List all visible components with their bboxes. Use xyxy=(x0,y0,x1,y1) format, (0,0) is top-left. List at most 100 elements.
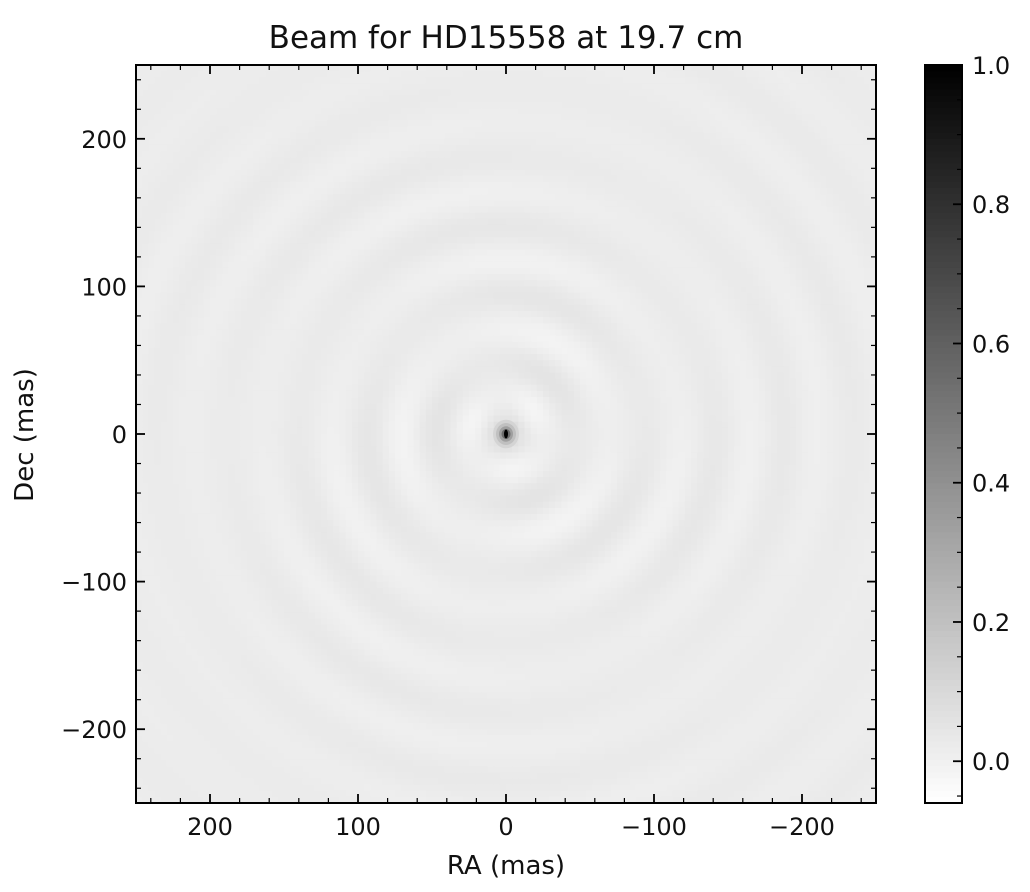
heatmap-cell xyxy=(598,218,606,226)
heatmap-cell xyxy=(370,126,378,134)
heatmap-cell xyxy=(154,286,162,294)
heatmap-cell xyxy=(678,280,686,287)
heatmap-cell xyxy=(765,138,772,146)
heatmap-cell xyxy=(617,249,624,257)
heatmap-cell xyxy=(746,280,754,287)
heatmap-cell xyxy=(684,114,692,121)
heatmap-cell xyxy=(358,132,365,140)
heatmap-cell xyxy=(617,224,624,232)
heatmap-cell xyxy=(721,261,729,269)
heatmap-cell xyxy=(493,267,501,275)
heatmap-cell xyxy=(832,274,840,281)
heatmap-cell xyxy=(179,231,186,238)
heatmap-cell xyxy=(210,200,217,208)
heatmap-cell xyxy=(845,77,852,85)
heatmap-cell xyxy=(857,138,865,146)
heatmap-cell xyxy=(672,132,680,140)
heatmap-cell xyxy=(191,77,199,85)
heatmap-cell xyxy=(666,89,674,97)
heatmap-cell xyxy=(253,101,260,109)
heatmap-cell xyxy=(364,274,371,281)
heatmap-cell xyxy=(284,267,291,275)
heatmap-cell xyxy=(382,175,390,183)
heatmap-cell xyxy=(314,157,322,164)
heatmap-cell xyxy=(536,255,544,263)
heatmap-cell xyxy=(160,218,168,226)
heatmap-cell xyxy=(789,108,797,115)
heatmap-cell xyxy=(654,237,661,244)
heatmap-cell xyxy=(592,200,600,208)
heatmap-cell xyxy=(697,243,704,251)
heatmap-cell xyxy=(438,304,445,312)
heatmap-cell xyxy=(191,200,199,208)
heatmap-cell xyxy=(549,126,556,134)
heatmap-cell xyxy=(734,108,741,115)
heatmap-cell xyxy=(469,169,476,177)
heatmap-cell xyxy=(425,169,433,177)
heatmap-cell xyxy=(789,212,797,220)
heatmap-cell xyxy=(222,298,230,306)
heatmap-cell xyxy=(555,101,563,109)
heatmap-cell xyxy=(839,71,846,78)
heatmap-cell xyxy=(419,101,427,109)
heatmap-cell xyxy=(697,206,704,214)
heatmap-cell xyxy=(210,188,217,195)
heatmap-cell xyxy=(814,65,822,72)
heatmap-cell xyxy=(395,311,402,318)
heatmap-cell xyxy=(869,163,876,171)
heatmap-cell xyxy=(234,292,242,300)
heatmap-cell xyxy=(247,200,254,208)
heatmap-cell xyxy=(740,188,748,195)
heatmap-cell xyxy=(148,132,156,140)
heatmap-cell xyxy=(604,237,612,244)
heatmap-cell xyxy=(715,95,723,103)
heatmap-cell xyxy=(469,126,476,134)
heatmap-cell xyxy=(734,280,741,287)
heatmap-cell xyxy=(678,212,686,220)
heatmap-cell xyxy=(808,126,815,134)
heatmap-cell xyxy=(802,280,809,287)
heatmap-cell xyxy=(166,114,174,121)
heatmap-cell xyxy=(795,212,803,220)
heatmap-cell xyxy=(327,311,334,318)
heatmap-cell xyxy=(456,200,464,208)
heatmap-cell xyxy=(222,132,230,140)
heatmap-cell xyxy=(660,218,667,226)
heatmap-cell xyxy=(808,206,815,214)
heatmap-cell xyxy=(493,181,501,189)
heatmap-cell xyxy=(321,317,328,324)
heatmap-cell xyxy=(573,126,581,134)
heatmap-cell xyxy=(290,231,297,238)
heatmap-cell xyxy=(721,181,729,189)
heatmap-cell xyxy=(758,286,766,294)
heatmap-cell xyxy=(333,163,341,171)
heatmap-cell xyxy=(462,218,470,226)
heatmap-cell xyxy=(370,101,378,109)
heatmap-cell xyxy=(364,311,371,318)
heatmap-cell xyxy=(179,200,186,208)
heatmap-cell xyxy=(518,83,526,91)
heatmap-cell xyxy=(438,89,445,97)
heatmap-cell xyxy=(253,274,260,281)
heatmap-cell xyxy=(321,224,328,232)
heatmap-cell xyxy=(623,120,630,128)
heatmap-cell xyxy=(721,175,729,183)
heatmap-cell xyxy=(450,126,458,134)
heatmap-cell xyxy=(678,77,686,85)
heatmap-cell xyxy=(795,237,803,244)
heatmap-cell xyxy=(783,120,791,128)
heatmap-cell xyxy=(166,181,174,189)
heatmap-cell xyxy=(253,95,260,103)
heatmap-cell xyxy=(851,83,859,91)
heatmap-cell xyxy=(506,71,513,78)
heatmap-cell xyxy=(666,114,674,121)
heatmap-cell xyxy=(413,71,421,78)
heatmap-cell xyxy=(617,304,624,312)
heatmap-cell xyxy=(518,317,526,324)
heatmap-cell xyxy=(284,101,291,109)
heatmap-cell xyxy=(413,317,421,324)
heatmap-cell xyxy=(302,212,310,220)
heatmap-cell xyxy=(654,175,661,183)
heatmap-cell xyxy=(475,138,482,146)
heatmap-cell xyxy=(222,218,230,226)
